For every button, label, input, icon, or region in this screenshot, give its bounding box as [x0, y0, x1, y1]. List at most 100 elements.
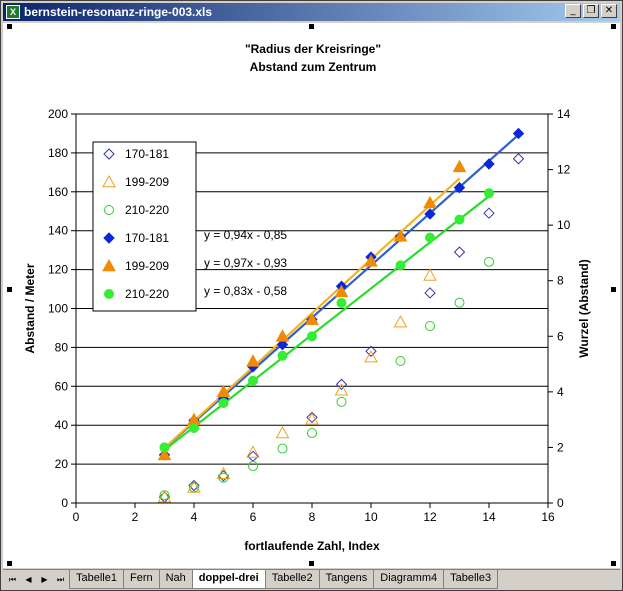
data-point	[277, 350, 288, 361]
legend-label: 199-209	[125, 259, 169, 273]
y-tick-label: 140	[48, 224, 68, 238]
tab-tabelle1[interactable]: Tabelle1	[69, 570, 124, 589]
legend-label: 199-209	[125, 175, 169, 189]
data-point	[157, 447, 172, 461]
y2-tick-label: 6	[557, 329, 564, 343]
y2-tick-label: 2	[557, 440, 564, 454]
tab-tabelle3[interactable]: Tabelle3	[443, 570, 499, 589]
next-sheet-icon[interactable]: ▶	[41, 575, 48, 584]
prev-sheet-icon[interactable]: ◀	[25, 575, 32, 584]
y-tick-label: 20	[55, 457, 69, 471]
data-point	[218, 397, 229, 408]
x-tick-label: 16	[541, 510, 555, 524]
first-sheet-icon[interactable]: ⏮	[8, 575, 17, 584]
data-point	[307, 427, 317, 438]
chart[interactable]: "Radius der Kreisringe" Abstand zum Zentr…	[3, 23, 620, 568]
y-tick-label: 40	[55, 418, 69, 432]
sheet-nav: ⏮ ◀ ▶ ⏭	[6, 573, 67, 586]
x-tick-label: 14	[482, 510, 496, 524]
y-tick-label: 0	[61, 496, 68, 510]
selection-handle[interactable]	[611, 287, 616, 292]
sheet-tabs: Tabelle1 Fern Nah doppel-drei Tabelle2 T…	[69, 570, 499, 589]
data-point	[275, 425, 290, 439]
data-point	[275, 329, 290, 342]
y-tick-label: 160	[48, 185, 68, 199]
y-tick-label: 120	[48, 263, 68, 277]
data-point	[453, 181, 466, 194]
data-point	[454, 214, 465, 225]
x-tick-label: 8	[309, 510, 316, 524]
selection-handle[interactable]	[7, 561, 12, 566]
data-point	[393, 315, 408, 328]
data-point	[365, 345, 377, 357]
data-point	[484, 256, 494, 267]
close-button[interactable]: ✕	[601, 4, 617, 18]
data-point	[336, 396, 347, 407]
data-point	[425, 232, 435, 243]
data-point	[425, 321, 435, 332]
data-point	[334, 383, 349, 396]
x-tick-label: 12	[423, 510, 437, 524]
legend-label: 170-181	[125, 147, 169, 161]
data-point	[189, 482, 199, 493]
data-point	[277, 443, 288, 454]
tab-diagramm4[interactable]: Diagramm4	[373, 570, 445, 589]
legend	[92, 141, 197, 312]
data-point	[216, 466, 231, 480]
chart-subtitle: Abstand zum Zentrum	[250, 60, 377, 74]
data-point	[452, 159, 467, 173]
excel-icon[interactable]: X	[6, 5, 20, 19]
y-axis-label: Abstand / Meter	[23, 263, 37, 353]
x-tick-label: 6	[250, 510, 257, 524]
y2-tick-label: 4	[557, 385, 564, 399]
x-tick-label: 2	[132, 510, 139, 524]
data-point	[483, 207, 495, 219]
data-point	[454, 297, 465, 308]
data-point	[512, 153, 525, 165]
data-point	[218, 472, 229, 483]
tab-tangens[interactable]: Tangens	[318, 570, 375, 589]
tab-tabelle2[interactable]: Tabelle2	[264, 570, 320, 589]
selection-handle[interactable]	[7, 287, 12, 292]
legend-marker	[103, 148, 115, 160]
trendline-equation: y = 0,94x - 0,85	[204, 228, 287, 242]
data-point	[395, 356, 406, 367]
minimize-button[interactable]: _	[565, 4, 581, 18]
chart-title: "Radius der Kreisringe"	[245, 42, 381, 56]
y2-tick-label: 0	[557, 496, 564, 510]
trendline-equation: y = 0,83x - 0,58	[204, 284, 287, 298]
selection-handle[interactable]	[611, 24, 616, 29]
data-point	[364, 350, 378, 363]
legend-marker	[104, 289, 114, 299]
title-bar[interactable]: X bernstein-resonanz-ringe-003.xls _ ❐ ✕	[3, 3, 620, 21]
selection-handle[interactable]	[7, 24, 12, 29]
legend-marker	[102, 258, 116, 272]
y2-tick-label: 12	[557, 163, 571, 177]
data-point	[305, 412, 319, 425]
legend-label: 170-181	[125, 231, 169, 245]
y-tick-label: 100	[48, 302, 68, 316]
data-point	[216, 384, 231, 398]
chart-sheet[interactable]: "Radius der Kreisringe" Abstand zum Zentr…	[3, 23, 620, 568]
data-point	[395, 260, 406, 271]
y2-axis-label: Wurzel (Abstand)	[577, 259, 591, 357]
data-point	[159, 490, 170, 501]
selection-handle[interactable]	[309, 24, 314, 29]
data-point	[248, 461, 258, 472]
last-sheet-icon[interactable]: ⏭	[56, 575, 65, 584]
data-point	[336, 297, 347, 308]
data-point	[157, 490, 172, 503]
data-point	[423, 268, 437, 281]
tab-doppel-drei[interactable]: doppel-drei	[191, 570, 266, 589]
restore-button[interactable]: ❐	[583, 4, 599, 18]
data-point	[364, 254, 378, 267]
data-point	[276, 338, 289, 351]
tab-nah[interactable]: Nah	[158, 570, 193, 589]
x-tick-label: 10	[364, 510, 378, 524]
selection-handle[interactable]	[309, 561, 314, 566]
data-point	[424, 287, 436, 299]
sheet-tab-bar: ⏮ ◀ ▶ ⏭ Tabelle1 Fern Nah doppel-drei Ta…	[3, 569, 620, 589]
selection-handle[interactable]	[611, 561, 616, 566]
tab-fern[interactable]: Fern	[122, 570, 160, 589]
